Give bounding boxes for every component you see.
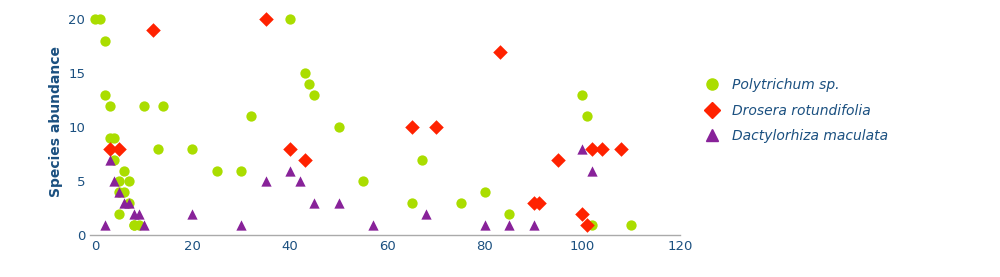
Point	[282, 147, 298, 151]
Point	[282, 168, 298, 173]
Point	[243, 114, 259, 119]
Point	[155, 103, 171, 108]
Point	[126, 222, 142, 227]
Point	[97, 39, 113, 43]
Point	[136, 222, 152, 227]
Point	[282, 17, 298, 21]
Point	[579, 114, 595, 119]
Point	[365, 222, 381, 227]
Point	[331, 125, 347, 130]
Point	[355, 179, 371, 184]
Point	[404, 201, 420, 205]
Point	[106, 179, 122, 184]
Point	[233, 168, 249, 173]
Point	[102, 136, 118, 140]
Point	[574, 212, 590, 216]
Point	[111, 190, 127, 194]
Point	[106, 136, 122, 140]
Point	[184, 212, 200, 216]
Point	[116, 201, 132, 205]
Point	[492, 49, 508, 54]
Point	[97, 93, 113, 97]
Point	[131, 222, 147, 227]
Point	[97, 222, 113, 227]
Point	[418, 212, 434, 216]
Point	[550, 158, 566, 162]
Point	[331, 201, 347, 205]
Point	[136, 103, 152, 108]
Y-axis label: Species abundance: Species abundance	[49, 46, 63, 198]
Point	[301, 82, 317, 86]
Point	[116, 190, 132, 194]
Point	[121, 201, 137, 205]
Point	[292, 179, 308, 184]
Point	[121, 179, 137, 184]
Point	[116, 168, 132, 173]
Point	[623, 222, 639, 227]
Point	[584, 222, 600, 227]
Point	[102, 147, 118, 151]
Point	[584, 168, 600, 173]
Point	[111, 179, 127, 184]
Point	[111, 212, 127, 216]
Point	[126, 222, 142, 227]
Point	[258, 17, 274, 21]
Point	[87, 17, 103, 21]
Point	[584, 147, 600, 151]
Point	[531, 201, 547, 205]
Point	[477, 190, 493, 194]
Point	[613, 147, 629, 151]
Point	[209, 168, 225, 173]
Point	[414, 158, 430, 162]
Point	[111, 190, 127, 194]
Point	[297, 71, 313, 75]
Point	[574, 147, 590, 151]
Point	[106, 158, 122, 162]
Point	[428, 125, 444, 130]
Legend: Polytrichum sp., Drosera rotundifolia, Dactylorhiza maculata: Polytrichum sp., Drosera rotundifolia, D…	[693, 72, 893, 149]
Point	[184, 147, 200, 151]
Point	[306, 93, 322, 97]
Point	[526, 201, 542, 205]
Point	[102, 103, 118, 108]
Point	[102, 158, 118, 162]
Point	[453, 201, 469, 205]
Point	[233, 222, 249, 227]
Point	[594, 147, 610, 151]
Point	[297, 158, 313, 162]
Point	[501, 222, 517, 227]
Point	[501, 212, 517, 216]
Point	[145, 28, 161, 32]
Point	[131, 212, 147, 216]
Point	[404, 125, 420, 130]
Point	[579, 222, 595, 227]
Point	[121, 201, 137, 205]
Point	[111, 147, 127, 151]
Point	[477, 222, 493, 227]
Point	[92, 17, 108, 21]
Point	[526, 222, 542, 227]
Point	[574, 93, 590, 97]
Point	[126, 212, 142, 216]
Point	[258, 179, 274, 184]
Point	[150, 147, 166, 151]
Point	[306, 201, 322, 205]
